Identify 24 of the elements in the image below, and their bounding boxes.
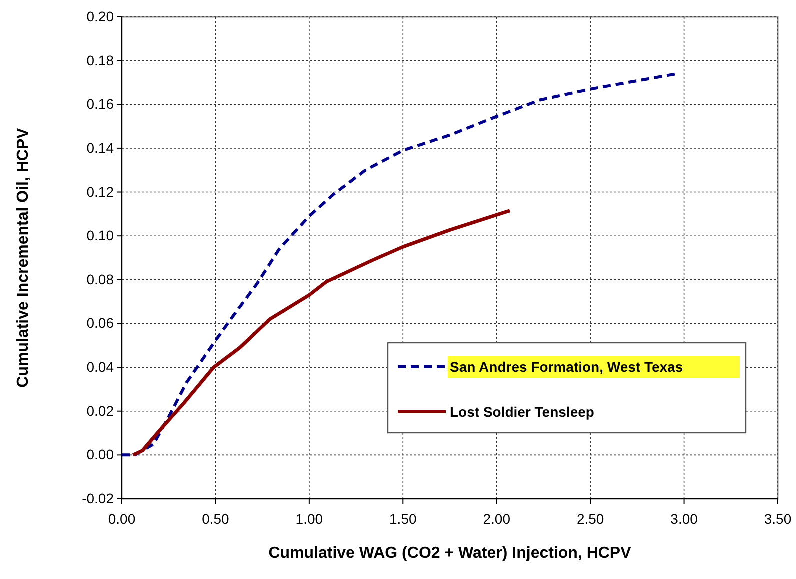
x-tick-label: 0.50 xyxy=(202,510,230,527)
y-tick-label: 0.04 xyxy=(86,359,114,376)
x-tick-label: 1.50 xyxy=(390,510,417,527)
y-tick-label: 0.18 xyxy=(86,52,114,68)
legend-label: San Andres Formation, West Texas xyxy=(450,359,684,375)
x-tick-label: 0.00 xyxy=(108,510,136,527)
y-tick-label: 0.14 xyxy=(86,140,114,156)
x-axis-title: Cumulative WAG (CO2 + Water) Injection, HCPV xyxy=(268,545,632,562)
x-tick-label: 3.00 xyxy=(670,510,698,527)
x-tick-label: 3.50 xyxy=(764,510,792,527)
x-tick-label: 2.00 xyxy=(483,510,511,527)
y-axis-title: Cumulative Incremental Oil, HCPV xyxy=(15,128,32,388)
x-tick-label: 1.00 xyxy=(296,510,324,527)
y-tick-label: 0.02 xyxy=(86,402,114,419)
y-tick-label: 0.16 xyxy=(86,96,114,112)
y-tick-label: -0.02 xyxy=(82,490,114,506)
y-tick-label: 0.06 xyxy=(86,315,114,332)
y-tick-label: 0.10 xyxy=(86,228,114,244)
legend-label: Lost Soldier Tensleep xyxy=(450,404,594,420)
y-tick-label: 0.08 xyxy=(86,271,114,288)
x-tick-label: 2.50 xyxy=(576,510,604,527)
y-tick-label: 0.00 xyxy=(86,446,114,463)
y-tick-label: 0.12 xyxy=(86,184,114,200)
y-tick-label: 0.20 xyxy=(86,8,114,24)
